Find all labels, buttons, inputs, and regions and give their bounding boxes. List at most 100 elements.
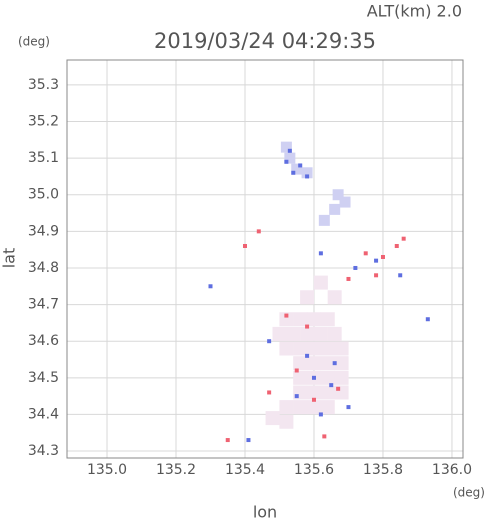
- echo-point: [293, 341, 308, 356]
- echo-point: [294, 394, 299, 399]
- echo-point: [334, 341, 349, 356]
- echo-point: [291, 163, 303, 175]
- y-tick-label: 34.7: [28, 297, 59, 313]
- echo-point: [380, 254, 385, 259]
- echo-point: [346, 276, 351, 281]
- echo-point: [327, 326, 342, 341]
- echo-point: [398, 273, 403, 278]
- echo-point: [287, 148, 292, 153]
- echo-point: [293, 400, 308, 415]
- chart-title: 2019/03/24 04:29:35: [154, 29, 376, 53]
- echo-point: [293, 356, 308, 371]
- echo-point: [305, 353, 310, 358]
- echo-point: [293, 312, 308, 327]
- y-tick-label: 34.9: [28, 223, 59, 239]
- echo-point: [313, 326, 328, 341]
- y-tick-label: 35.1: [28, 150, 59, 166]
- echo-point: [334, 356, 349, 371]
- echo-point: [286, 326, 301, 341]
- echo-point: [291, 170, 296, 175]
- x-tick-label: 135.0: [87, 462, 127, 478]
- echo-point: [322, 434, 327, 439]
- echo-point: [279, 312, 294, 327]
- y-tick-label: 34.6: [28, 333, 59, 349]
- echo-point: [293, 370, 308, 385]
- x-tick-label: 135.2: [156, 462, 196, 478]
- echo-point: [374, 258, 379, 263]
- x-unit: (deg): [453, 486, 485, 500]
- echo-point: [336, 386, 341, 391]
- echo-point: [374, 273, 379, 278]
- echo-point: [300, 290, 315, 305]
- echo-point: [401, 236, 406, 241]
- y-tick-label: 34.3: [28, 443, 59, 459]
- y-tick-label: 34.8: [28, 260, 59, 276]
- echo-point: [320, 312, 335, 327]
- echo-point: [246, 438, 251, 443]
- echo-point: [320, 400, 335, 415]
- echo-point: [301, 167, 313, 179]
- echo-point: [242, 244, 247, 249]
- echo-point: [279, 400, 294, 415]
- echo-point: [394, 244, 399, 249]
- echo-point: [298, 163, 303, 168]
- echo-point: [320, 370, 335, 385]
- echo-point: [306, 341, 321, 356]
- altitude-label: ALT(km) 2.0: [367, 2, 462, 21]
- echo-point: [279, 341, 294, 356]
- echo-point: [225, 438, 230, 443]
- y-axis-label: lat: [0, 248, 19, 269]
- echo-point: [305, 324, 310, 329]
- echo-point: [279, 414, 294, 429]
- echo-point: [329, 203, 341, 215]
- echo-point: [311, 375, 316, 380]
- echo-point: [329, 383, 334, 388]
- y-unit: (deg): [18, 35, 50, 49]
- echo-point: [306, 312, 321, 327]
- echo-point: [256, 229, 261, 234]
- echo-point: [318, 214, 330, 226]
- y-tick-label: 35.3: [28, 77, 59, 93]
- y-tick-label: 34.4: [28, 406, 59, 422]
- echo-point: [267, 339, 272, 344]
- x-tick-label: 136.0: [432, 462, 472, 478]
- echo-point: [320, 385, 335, 400]
- echo-point: [267, 390, 272, 395]
- echo-point: [318, 412, 323, 417]
- echo-point: [306, 385, 321, 400]
- echo-point: [339, 196, 351, 208]
- echo-point: [306, 400, 321, 415]
- echo-point: [265, 411, 280, 426]
- x-axis-label: lon: [253, 503, 277, 521]
- echo-point: [272, 326, 287, 341]
- echo-point: [334, 370, 349, 385]
- echo-point: [425, 317, 430, 322]
- plot-frame: [66, 59, 464, 459]
- echo-point: [284, 159, 289, 164]
- echo-point: [294, 368, 299, 373]
- echo-point: [313, 275, 328, 290]
- echo-point: [208, 284, 213, 289]
- y-tick-label: 35.2: [28, 114, 59, 130]
- x-tick-label: 135.4: [225, 462, 265, 478]
- echo-point: [284, 152, 296, 164]
- echo-point: [363, 251, 368, 256]
- echo-point: [306, 356, 321, 371]
- echo-point: [320, 341, 335, 356]
- echo-point: [305, 174, 310, 179]
- echo-point: [311, 397, 316, 402]
- echo-point: [300, 326, 315, 341]
- echo-point: [284, 313, 289, 318]
- x-tick-label: 135.6: [294, 462, 334, 478]
- echo-point: [280, 141, 292, 153]
- echo-point: [332, 361, 337, 366]
- y-tick-label: 35.0: [28, 187, 59, 203]
- echo-point: [346, 405, 351, 410]
- y-tick-label: 34.5: [28, 370, 59, 386]
- x-tick-label: 135.8: [363, 462, 403, 478]
- echo-point: [327, 290, 342, 305]
- echo-point: [318, 251, 323, 256]
- echo-point: [353, 265, 358, 270]
- echo-point: [320, 356, 335, 371]
